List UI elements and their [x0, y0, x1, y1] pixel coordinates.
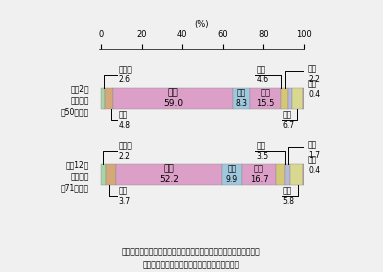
X-axis label: (%): (%) — [194, 20, 209, 29]
Text: 中部
9.9: 中部 9.9 — [226, 165, 238, 184]
Text: 九州
6.7: 九州 6.7 — [283, 111, 295, 130]
Text: 東北
3.7: 東北 3.7 — [118, 187, 130, 206]
Text: 中部
8.3: 中部 8.3 — [235, 89, 247, 108]
Text: 東北
4.8: 東北 4.8 — [118, 111, 130, 130]
Bar — [113, 88, 233, 109]
Text: 関東
59.0: 関東 59.0 — [163, 89, 183, 108]
Text: 関東
52.2: 関東 52.2 — [159, 165, 179, 184]
Bar — [116, 164, 222, 185]
Bar — [288, 88, 291, 109]
Bar — [291, 88, 303, 109]
Bar — [290, 164, 303, 185]
Bar — [222, 164, 242, 185]
Bar — [281, 88, 288, 109]
Bar — [105, 88, 113, 109]
Text: 九州
5.8: 九州 5.8 — [283, 187, 295, 206]
Bar — [285, 164, 290, 185]
Text: 沖縄
0.4: 沖縄 0.4 — [308, 156, 320, 175]
Bar — [101, 88, 105, 109]
Text: 中国
4.6: 中国 4.6 — [256, 65, 268, 85]
Bar — [303, 164, 304, 185]
Text: 四国
1.7: 四国 1.7 — [308, 140, 320, 160]
Bar — [242, 164, 276, 185]
Text: 近畿
16.7: 近畿 16.7 — [250, 165, 268, 184]
Text: （出典）総務省情報通信政策研究所「情報通信による地域経済や地
域産業に与えるインパクトに関する調査研究」: （出典）総務省情報通信政策研究所「情報通信による地域経済や地 域産業に与えるイン… — [122, 248, 261, 269]
Bar — [233, 88, 250, 109]
Bar — [101, 164, 106, 185]
Text: 四国
2.2: 四国 2.2 — [308, 64, 320, 84]
Bar — [276, 164, 285, 185]
Text: 近畿
15.5: 近畿 15.5 — [256, 89, 275, 108]
Text: 沖縄
0.4: 沖縄 0.4 — [308, 79, 320, 99]
Bar — [106, 164, 116, 185]
Text: 北海道
2.2: 北海道 2.2 — [118, 141, 132, 160]
Bar — [250, 88, 281, 109]
Text: 中国
3.5: 中国 3.5 — [256, 141, 268, 160]
Text: 北海道
2.6: 北海道 2.6 — [118, 65, 132, 85]
Bar — [303, 88, 304, 109]
